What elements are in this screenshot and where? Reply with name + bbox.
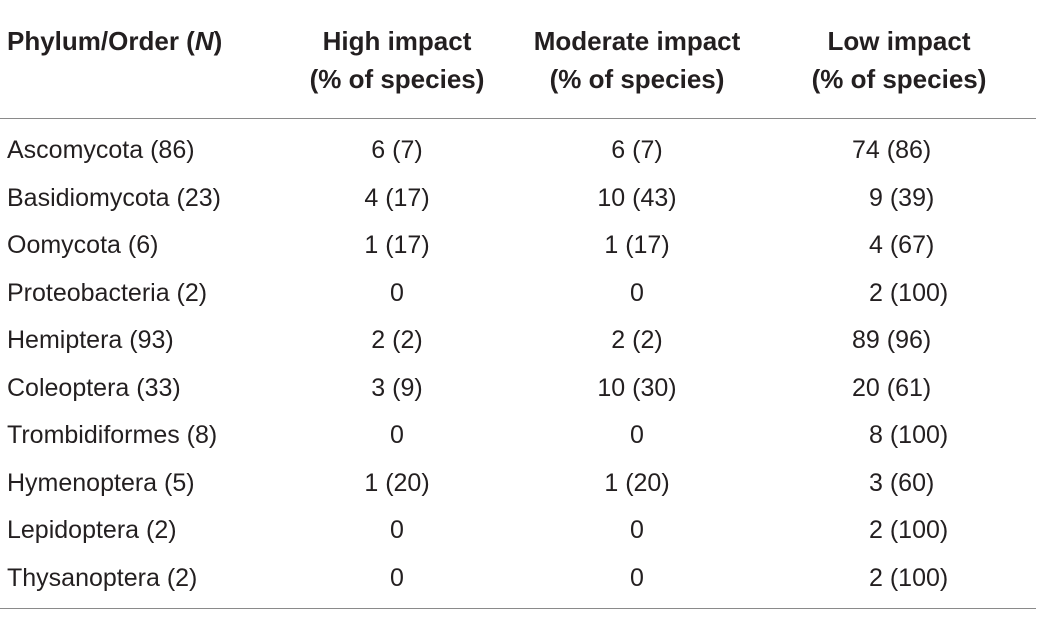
table-header: Phylum/Order (N) High impact (% of speci…	[0, 0, 1036, 119]
cell-high: 0	[390, 421, 404, 450]
table-body: Ascomycota (86) 6 (7) 6 (7) 74 (86) Basi…	[0, 119, 1036, 609]
cell-low-value: 2 (100)	[869, 278, 949, 307]
table-row: Ascomycota (86) 6 (7) 6 (7) 74 (86)	[0, 119, 1036, 175]
cell-low: 9 (39)	[762, 175, 1036, 223]
cell-high: 1 (20)	[364, 468, 430, 497]
cell-moderate: 0	[512, 554, 762, 609]
header-high-impact-line2: (% of species)	[309, 64, 485, 94]
cell-low: 74 (86)	[852, 136, 932, 165]
cell-name: Hymenoptera (5)	[7, 468, 195, 497]
cell-high: 0	[390, 516, 404, 545]
cell-low-value: 3 (60)	[869, 468, 935, 497]
cell-name: Lepidoptera (2)	[7, 516, 177, 545]
cell-low: 8 (100)	[762, 412, 1036, 460]
header-high-impact-line1: High impact	[322, 26, 472, 56]
cell-name: Oomycota (6)	[7, 231, 159, 260]
cell-low: 20 (61)	[852, 373, 932, 402]
cell-moderate: 10 (43)	[597, 183, 677, 212]
header-low-impact: Low impact (% of species)	[762, 0, 1036, 119]
cell-name: Trombidiformes (8)	[7, 421, 218, 450]
cell-name: Thysanoptera (2)	[0, 554, 282, 609]
cell-moderate: 10 (30)	[597, 373, 677, 402]
cell-low-value: 8 (100)	[869, 421, 949, 450]
cell-low-value: 2 (100)	[869, 563, 949, 592]
cell-low: 89 (96)	[852, 326, 932, 355]
header-phylum-order-label: Phylum/Order (	[7, 26, 195, 56]
table-row: Hemiptera (93) 2 (2) 2 (2) 89 (96)	[0, 317, 1036, 365]
cell-high: 2 (2)	[371, 326, 423, 355]
cell-low: 4 (67)	[762, 222, 1036, 270]
header-low-impact-line2: (% of species)	[811, 64, 987, 94]
header-phylum-order-text: Phylum/Order (N)	[7, 22, 282, 60]
header-moderate-impact-line1: Moderate impact	[533, 26, 741, 56]
cell-name: Proteobacteria (2)	[7, 278, 208, 307]
cell-name: Coleoptera (33)	[7, 373, 181, 402]
cell-high: 3 (9)	[371, 373, 423, 402]
cell-high: 4 (17)	[364, 183, 430, 212]
cell-moderate: 0	[630, 421, 644, 450]
header-moderate-impact-line2: (% of species)	[549, 64, 725, 94]
cell-low-value: 4 (67)	[869, 231, 935, 260]
table-row: Proteobacteria (2) 0 0 2 (100)	[0, 270, 1036, 318]
header-phylum-order-close: )	[213, 26, 223, 56]
cell-name: Ascomycota (86)	[7, 136, 195, 165]
header-phylum-order: Phylum/Order (N)	[0, 0, 282, 119]
cell-moderate: 2 (2)	[611, 326, 663, 355]
header-row: Phylum/Order (N) High impact (% of speci…	[0, 0, 1036, 119]
cell-moderate: 1 (20)	[604, 468, 670, 497]
cell-low: 2 (100)	[762, 270, 1036, 318]
cell-name: Basidiomycota (23)	[7, 183, 221, 212]
cell-high: 6 (7)	[371, 136, 423, 165]
header-low-impact-line1: Low impact	[827, 26, 971, 56]
cell-low-value: 2 (100)	[869, 516, 949, 545]
header-moderate-impact: Moderate impact (% of species)	[512, 0, 762, 119]
cell-name: Hemiptera (93)	[7, 326, 174, 355]
table-row: Lepidoptera (2) 0 0 2 (100)	[0, 507, 1036, 555]
table-row: Thysanoptera (2) 0 0 2 (100)	[0, 554, 1036, 609]
cell-low: 2 (100)	[762, 554, 1036, 609]
table-row: Trombidiformes (8) 0 0 8 (100)	[0, 412, 1036, 460]
table-row: Hymenoptera (5) 1 (20) 1 (20) 3 (60)	[0, 460, 1036, 508]
cell-moderate: 0	[630, 278, 644, 307]
cell-moderate: 1 (17)	[604, 231, 670, 260]
cell-low-value: 9 (39)	[869, 183, 935, 212]
table-row: Basidiomycota (23) 4 (17) 10 (43) 9 (39)	[0, 175, 1036, 223]
table-row: Coleoptera (33) 3 (9) 10 (30) 20 (61)	[0, 365, 1036, 413]
cell-low: 2 (100)	[762, 507, 1036, 555]
header-n-italic: N	[194, 26, 214, 56]
cell-high: 1 (17)	[364, 231, 430, 260]
header-high-impact: High impact (% of species)	[282, 0, 512, 119]
cell-moderate: 0	[630, 516, 644, 545]
table-row: Oomycota (6) 1 (17) 1 (17) 4 (67)	[0, 222, 1036, 270]
cell-high: 0	[390, 278, 404, 307]
cell-low: 3 (60)	[762, 460, 1036, 508]
cell-high: 0	[282, 554, 512, 609]
cell-moderate: 6 (7)	[611, 136, 663, 165]
